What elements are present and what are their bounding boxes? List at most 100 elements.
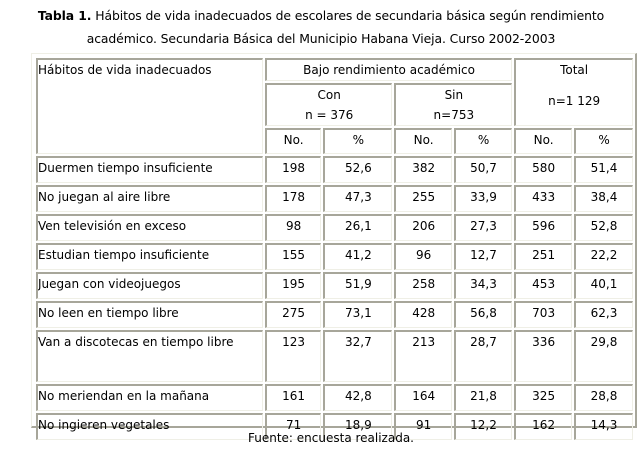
habit-cell: Van a discotecas en tiempo libre [36,330,263,382]
total-pct-cell: 51,4 [574,156,633,183]
header-con: Con n = 376 [264,83,393,126]
con-no-cell: 71 [264,413,322,440]
con-pct-cell: 32,7 [323,330,393,382]
table-row: Estudian tiempo insuficiente 155 41,2 96… [36,243,633,270]
con-pct-cell: 73,1 [323,301,393,328]
header-con-pct: % [323,128,393,154]
habit-cell: Juegan con videojuegos [36,272,263,299]
sin-no-cell: 91 [394,413,452,440]
habit-cell: No leen en tiempo libre [36,301,263,328]
habits-table: Hábitos de vida inadecuados Bajo rendimi… [34,56,635,442]
header-con-n: n = 376 [305,108,354,122]
sin-no-cell: 382 [394,156,452,183]
total-no-cell: 703 [514,301,573,328]
sin-pct-cell: 12,2 [453,413,513,440]
total-no-cell: 251 [514,243,573,270]
con-no-cell: 195 [264,272,322,299]
header-total-no: No. [514,128,573,154]
table-row: No ingieren vegetales 71 18,9 91 12,2 16… [36,413,633,440]
header-total-label: Total [560,63,589,77]
habit-cell: No ingieren vegetales [36,413,263,440]
con-no-cell: 123 [264,330,322,382]
total-pct-cell: 38,4 [574,185,633,212]
table-row: No meriendan en la mañana 161 42,8 164 2… [36,384,633,411]
con-pct-cell: 47,3 [323,185,393,212]
sin-no-cell: 428 [394,301,452,328]
caption-label: Tabla 1. [37,8,92,23]
header-sin-label: Sin [444,88,464,102]
sin-pct-cell: 28,7 [453,330,513,382]
sin-no-cell: 206 [394,214,452,241]
con-pct-cell: 41,2 [323,243,393,270]
table-row: Duermen tiempo insuficiente 198 52,6 382… [36,156,633,183]
con-no-cell: 275 [264,301,322,328]
header-sin: Sin n=753 [394,83,513,126]
header-habits: Hábitos de vida inadecuados [36,58,263,154]
sin-pct-cell: 21,8 [453,384,513,411]
con-no-cell: 178 [264,185,322,212]
header-con-no: No. [264,128,322,154]
total-no-cell: 336 [514,330,573,382]
con-pct-cell: 18,9 [323,413,393,440]
sin-no-cell: 213 [394,330,452,382]
habit-cell: Ven televisión en exceso [36,214,263,241]
sin-pct-cell: 27,3 [453,214,513,241]
con-pct-cell: 42,8 [323,384,393,411]
header-row-2: Con n = 376 Sin n=753 [36,83,633,126]
total-pct-cell: 29,8 [574,330,633,382]
total-no-cell: 596 [514,214,573,241]
table-frame: Hábitos de vida inadecuados Bajo rendimi… [31,53,637,440]
sin-no-cell: 255 [394,185,452,212]
total-no-cell: 433 [514,185,573,212]
sin-no-cell: 164 [394,384,452,411]
header-row-3: No. % No. % No. % [36,128,633,154]
sin-pct-cell: 34,3 [453,272,513,299]
total-no-cell: 325 [514,384,573,411]
header-bajo-rendimiento: Bajo rendimiento académico [264,58,513,81]
header-sin-pct: % [453,128,513,154]
header-sin-n: n=753 [433,108,475,122]
total-pct-cell: 28,8 [574,384,633,411]
total-no-cell: 453 [514,272,573,299]
total-pct-cell: 40,1 [574,272,633,299]
sin-pct-cell: 12,7 [453,243,513,270]
sin-no-cell: 96 [394,243,452,270]
total-no-cell: 580 [514,156,573,183]
total-no-cell: 162 [514,413,573,440]
caption-line-2: académico. Secundaria Básica del Municip… [86,31,556,46]
source-note: Fuente: encuesta realizada. [248,431,414,445]
con-no-cell: 198 [264,156,322,183]
table-row: No juegan al aire libre 178 47,3 255 33,… [36,185,633,212]
header-sin-no: No. [394,128,452,154]
con-pct-cell: 52,6 [323,156,393,183]
con-pct-cell: 26,1 [323,214,393,241]
total-pct-cell: 62,3 [574,301,633,328]
header-con-label: Con [317,88,341,102]
table-row: No leen en tiempo libre 275 73,1 428 56,… [36,301,633,328]
table-row: Van a discotecas en tiempo libre 123 32,… [36,330,633,382]
con-pct-cell: 51,9 [323,272,393,299]
header-total: Total n=1 129 [514,58,633,126]
habit-cell: No juegan al aire libre [36,185,263,212]
sin-pct-cell: 50,7 [453,156,513,183]
total-pct-cell: 22,2 [574,243,633,270]
habit-cell: No meriendan en la mañana [36,384,263,411]
total-pct-cell: 14,3 [574,413,633,440]
table-row: Juegan con videojuegos 195 51,9 258 34,3… [36,272,633,299]
sin-pct-cell: 33,9 [453,185,513,212]
habit-cell: Estudian tiempo insuficiente [36,243,263,270]
habit-cell: Duermen tiempo insuficiente [36,156,263,183]
header-total-pct: % [574,128,633,154]
caption-line-1: Tabla 1. Hábitos de vida inadecuados de … [0,4,642,27]
caption-title: Hábitos de vida inadecuados de escolares… [91,8,605,23]
con-no-cell: 155 [264,243,322,270]
total-pct-cell: 52,8 [574,214,633,241]
sin-pct-cell: 56,8 [453,301,513,328]
table-caption: Tabla 1. Hábitos de vida inadecuados de … [0,4,642,50]
sin-no-cell: 258 [394,272,452,299]
header-row-1: Hábitos de vida inadecuados Bajo rendimi… [36,58,633,154]
con-no-cell: 161 [264,384,322,411]
header-total-n: n=1 129 [548,94,601,108]
con-no-cell: 98 [264,214,322,241]
table-row: Ven televisión en exceso 98 26,1 206 27,… [36,214,633,241]
